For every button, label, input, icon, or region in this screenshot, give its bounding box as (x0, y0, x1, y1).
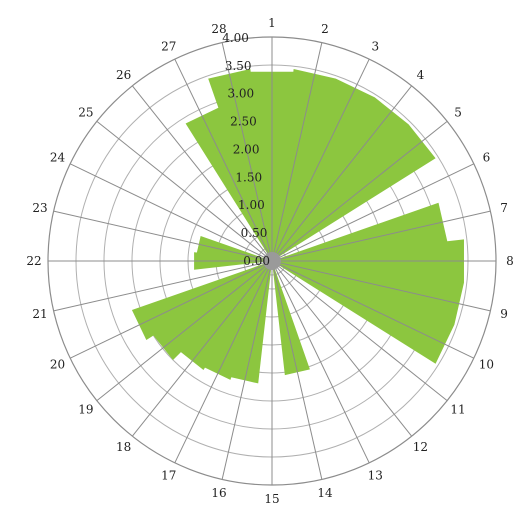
category-label-3: 3 (371, 40, 379, 54)
category-label-20: 20 (50, 357, 65, 371)
spoke-2 (271, 42, 323, 262)
spoke-3 (271, 58, 370, 262)
category-label-16: 16 (211, 486, 226, 500)
spoke-28 (221, 42, 273, 262)
category-label-26: 26 (116, 68, 131, 82)
category-label-11: 11 (450, 402, 465, 416)
spoke-26 (131, 85, 273, 262)
spoke-16 (221, 260, 273, 480)
spoke-7 (271, 210, 491, 262)
category-label-14: 14 (317, 486, 333, 500)
spoke-21 (53, 260, 273, 312)
spoke-4 (271, 85, 413, 262)
category-label-21: 21 (32, 307, 47, 321)
spoke-25 (96, 120, 273, 262)
spoke-9 (271, 260, 491, 312)
spoke-27 (174, 58, 273, 262)
category-label-10: 10 (479, 357, 494, 371)
tick-label-2: 1.00 (238, 198, 265, 212)
tick-label-4: 2.00 (233, 142, 260, 156)
category-label-22: 22 (26, 254, 41, 268)
spoke-18 (131, 260, 273, 437)
tick-label-3: 1.50 (235, 170, 262, 184)
category-label-17: 17 (161, 468, 176, 482)
category-label-7: 7 (500, 201, 508, 215)
tick-label-8: 4.00 (222, 31, 249, 45)
category-label-6: 6 (483, 151, 491, 165)
spoke-14 (271, 260, 323, 480)
tick-label-1: 0.50 (241, 226, 268, 240)
category-labels: 1 234567891011121314151617181920212223242… (26, 16, 513, 505)
spoke-13 (271, 260, 370, 464)
category-label-1: 1 (268, 16, 276, 30)
spoke-19 (96, 260, 273, 402)
tick-label-6: 3.00 (227, 87, 254, 101)
category-label-25: 25 (78, 106, 93, 120)
spoke-17 (174, 260, 273, 464)
spoke-11 (271, 260, 448, 402)
category-label-28: 28 (211, 22, 226, 36)
spoke-23 (53, 210, 273, 262)
category-label-5: 5 (454, 106, 462, 120)
category-label-4: 4 (417, 68, 425, 82)
category-label-27: 27 (161, 40, 176, 54)
spoke-12 (271, 260, 413, 437)
tick-label-7: 3.50 (225, 59, 252, 73)
category-label-19: 19 (78, 402, 93, 416)
spoke-24 (69, 163, 273, 262)
category-label-24: 24 (50, 151, 66, 165)
category-label-18: 18 (116, 440, 131, 454)
data-area (131, 69, 464, 384)
radial-spokes (48, 37, 496, 485)
spoke-20 (69, 260, 273, 359)
category-label-13: 13 (368, 468, 383, 482)
category-label-8: 8 (506, 254, 514, 268)
spoke-5 (271, 120, 448, 262)
category-label-2: 2 (321, 22, 329, 36)
center-hub (263, 252, 281, 270)
spoke-6 (271, 163, 475, 262)
spoke-10 (271, 260, 475, 359)
category-label-9: 9 (500, 307, 508, 321)
category-label-23: 23 (32, 201, 47, 215)
tick-label-0: 0.00 (243, 254, 270, 268)
category-label-12: 12 (413, 440, 428, 454)
tick-label-5: 2.50 (230, 115, 257, 129)
category-label-15: 15 (264, 492, 279, 505)
radial-tick-labels: 0.00 0.50 1.00 1.50 2.00 2.50 3.00 3.50 4.00 (222, 31, 270, 268)
